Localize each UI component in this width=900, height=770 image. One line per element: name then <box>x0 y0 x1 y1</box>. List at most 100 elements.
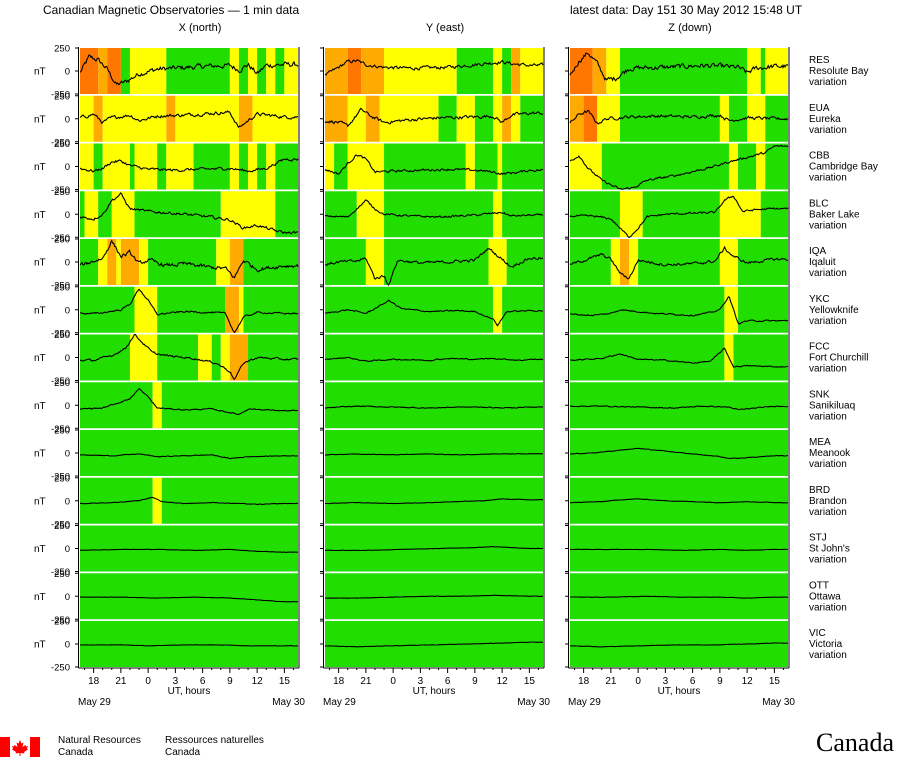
x-tick-label: 3 <box>418 676 424 687</box>
y-tick-label: 250 <box>54 139 70 150</box>
trace-line <box>79 192 299 235</box>
x-tick-label: 6 <box>445 676 451 687</box>
activity-band <box>93 143 103 190</box>
activity-band <box>98 239 108 285</box>
activity-band <box>284 48 298 94</box>
activity-band <box>570 525 788 572</box>
activity-band <box>570 286 725 333</box>
activity-band <box>356 191 385 238</box>
activity-band <box>493 286 503 333</box>
activity-band <box>456 95 475 142</box>
activity-band <box>107 239 117 285</box>
trace-line <box>569 595 788 599</box>
y-tick-label: 0 <box>65 258 70 269</box>
org-name-english: Natural Resources Canada <box>58 735 141 759</box>
activity-band <box>756 143 766 190</box>
y-tick-label: 250 <box>54 617 70 628</box>
x-tick-label: 15 <box>279 676 291 687</box>
activity-band <box>198 334 212 381</box>
trace-line <box>569 296 789 325</box>
station-name: Cambridge Bay <box>809 162 878 173</box>
trace-line <box>569 245 788 280</box>
activity-band <box>334 143 348 190</box>
y-axis-label: nT <box>34 258 46 269</box>
station-name: Brandon <box>809 496 847 507</box>
activity-band <box>80 48 99 94</box>
station-name: Meanook <box>809 448 851 459</box>
activity-band <box>325 191 357 238</box>
y-tick-label: -250 <box>51 328 70 339</box>
activity-band <box>384 143 466 190</box>
activity-band <box>193 143 230 190</box>
trace-line <box>79 158 299 173</box>
station-label: variation <box>809 555 847 566</box>
activity-band <box>275 143 298 190</box>
activity-band <box>497 143 503 190</box>
x-tick-label: 21 <box>605 676 617 687</box>
column-header-y: Y (east) <box>425 22 465 34</box>
activity-band <box>619 239 630 285</box>
station-label: variation <box>809 173 847 184</box>
activity-band <box>760 191 788 238</box>
x-axis-label: UT, hours <box>658 686 701 697</box>
y-tick-label: -250 <box>51 424 70 435</box>
x-tick-label: 0 <box>145 676 151 687</box>
activity-band <box>347 48 362 94</box>
activity-band <box>257 143 267 190</box>
activity-band <box>80 286 135 333</box>
x-axis-label: UT, hours <box>413 686 456 697</box>
y-tick-label: 250 <box>54 44 70 55</box>
station-name: Resolute Bay <box>809 66 868 77</box>
x-tick-label: 0 <box>635 676 641 687</box>
activity-band <box>733 334 788 381</box>
y-tick-label: 0 <box>65 210 70 221</box>
activity-band <box>493 48 503 94</box>
trace-line <box>569 498 788 504</box>
activity-band <box>325 239 366 285</box>
trace-line <box>80 644 299 647</box>
activity-band <box>98 191 112 238</box>
y-axis-label: nT <box>34 640 46 651</box>
date-end-label: May 30 <box>762 697 795 708</box>
y-tick-label: -250 <box>51 281 70 292</box>
org-name-french: Ressources naturelles Canada <box>165 735 264 759</box>
activity-band <box>102 143 130 190</box>
activity-band <box>80 430 298 476</box>
y-axis-label: nT <box>34 449 46 460</box>
x-tick-label: 12 <box>497 676 509 687</box>
station-code: CBB <box>809 151 830 162</box>
x-tick-label: 18 <box>333 676 345 687</box>
y-tick-label: 0 <box>65 449 70 460</box>
trace-line <box>569 195 789 238</box>
activity-band <box>325 477 543 524</box>
activity-band <box>80 334 130 381</box>
y-tick-label: 0 <box>65 401 70 412</box>
y-tick-label: 250 <box>54 282 70 293</box>
x-tick-label: 15 <box>524 676 536 687</box>
y-tick-label: 0 <box>65 640 70 651</box>
station-code: BRD <box>809 485 830 496</box>
y-tick-label: 250 <box>54 426 70 437</box>
trace-line <box>324 405 544 409</box>
x-tick-label: 6 <box>690 676 696 687</box>
x-tick-label: 12 <box>742 676 754 687</box>
station-code: VIC <box>809 628 826 639</box>
activity-band <box>84 191 99 238</box>
y-tick-label: -250 <box>51 472 70 483</box>
activity-band <box>760 48 766 94</box>
station-name: Ottawa <box>809 591 841 602</box>
y-tick-label: -250 <box>51 137 70 148</box>
trace-line <box>79 596 299 603</box>
activity-band <box>220 334 230 381</box>
activity-band <box>719 191 761 238</box>
activity-band <box>325 48 348 94</box>
y-axis-label: nT <box>34 210 46 221</box>
activity-band <box>80 191 85 238</box>
activity-band <box>238 48 249 94</box>
activity-band <box>379 95 439 142</box>
y-tick-label: -250 <box>51 567 70 578</box>
y-tick-label: -250 <box>51 376 70 387</box>
activity-band <box>325 430 543 476</box>
y-tick-label: 250 <box>54 378 70 389</box>
activity-band <box>111 191 135 238</box>
